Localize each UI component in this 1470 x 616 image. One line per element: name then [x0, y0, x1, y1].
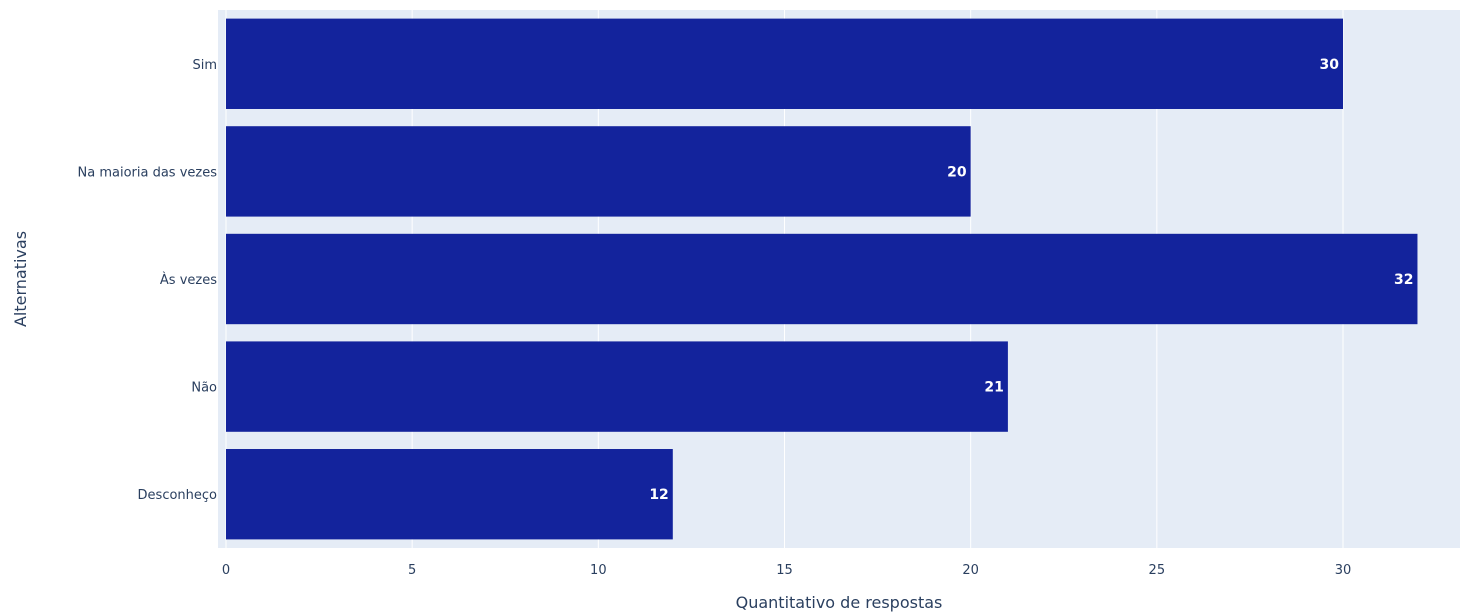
x-tick-label: 10 — [590, 563, 607, 578]
x-axis-title: Quantitativo de respostas — [736, 593, 943, 612]
bar-value-label: 32 — [1394, 272, 1413, 288]
bar-value-label: 20 — [947, 164, 967, 180]
y-axis-ticks: Sim Na maioria das vezes Às vezes Não Descon… — [78, 58, 218, 503]
x-tick-label: 20 — [962, 563, 979, 578]
bar-4 — [226, 449, 673, 540]
x-tick-label: 5 — [408, 563, 416, 578]
x-tick-label: 25 — [1149, 563, 1166, 578]
y-axis-title: Alternativas — [11, 231, 30, 327]
bar-2 — [226, 233, 1418, 325]
bar-value-label: 12 — [649, 487, 668, 503]
bar-3 — [226, 341, 1008, 432]
bar-1 — [226, 126, 971, 217]
y-tick-label: Às vezes — [160, 272, 217, 288]
bar-value-label: 21 — [984, 380, 1003, 396]
bar-0 — [226, 18, 1343, 109]
x-tick-label: 0 — [222, 563, 230, 578]
x-axis-ticks: 0 5 10 15 20 25 30 — [222, 563, 1351, 578]
bars: 30 20 32 21 12 — [226, 18, 1418, 540]
bar-value-label: 30 — [1320, 57, 1340, 73]
x-tick-label: 15 — [776, 563, 793, 578]
y-tick-label: Não — [191, 381, 217, 396]
y-tick-label: Sim — [192, 58, 217, 73]
y-tick-label: Desconheço — [138, 488, 218, 503]
y-tick-label: Na maioria das vezes — [78, 165, 218, 180]
x-tick-label: 30 — [1335, 563, 1352, 578]
